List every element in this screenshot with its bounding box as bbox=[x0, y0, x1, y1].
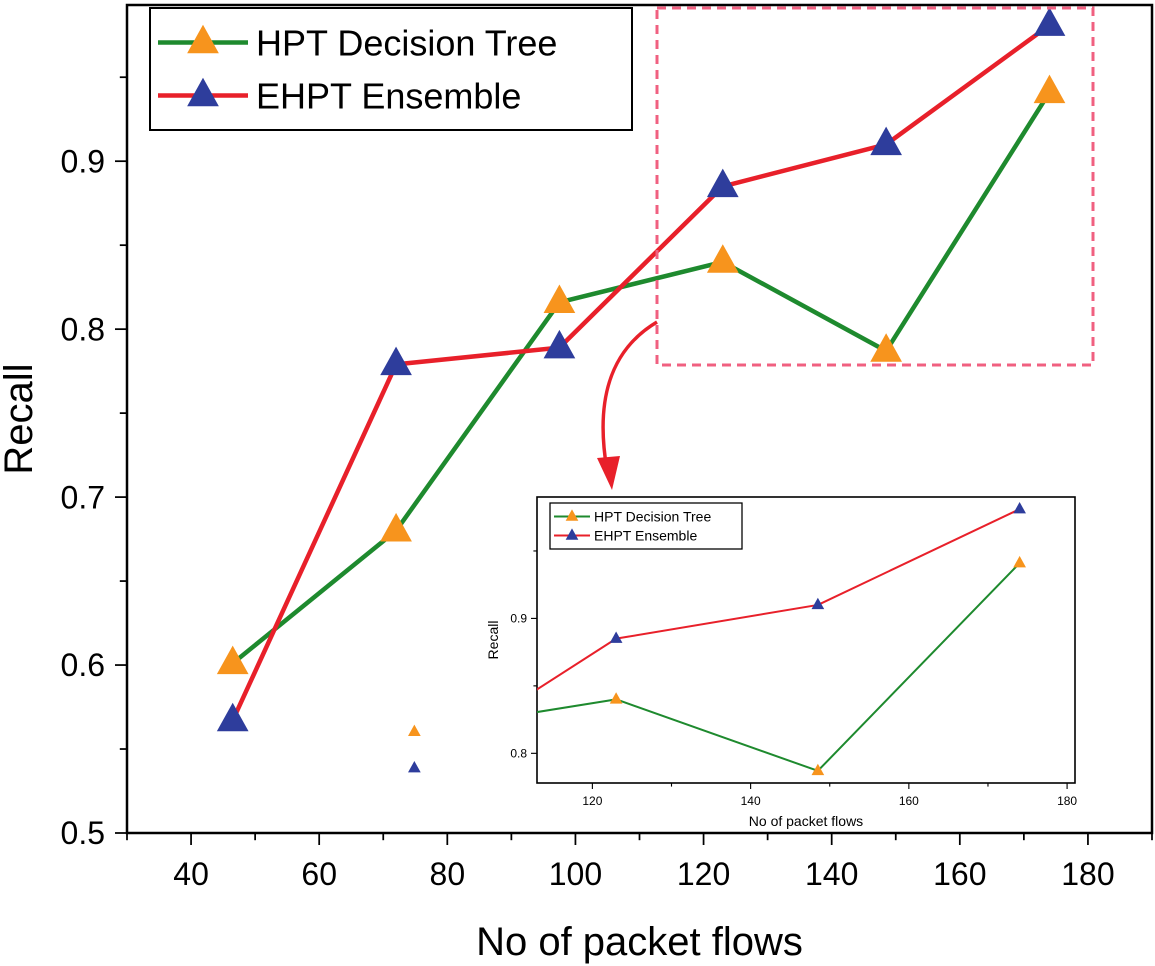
y-tick-label: 0.9 bbox=[61, 143, 105, 179]
plot-frame bbox=[536, 496, 1076, 784]
series-line-1 bbox=[537, 508, 1021, 691]
legend-box bbox=[549, 502, 743, 550]
data-point-0-4 bbox=[870, 333, 902, 362]
x-tick-label: 160 bbox=[933, 856, 986, 892]
x-tick-label: 60 bbox=[301, 856, 337, 892]
y-tick-label: 0.6 bbox=[61, 647, 105, 683]
x-tick-label: 140 bbox=[805, 856, 858, 892]
zoom-region-box bbox=[655, 6, 1095, 367]
series-group bbox=[537, 508, 1021, 772]
legend-marker bbox=[565, 509, 579, 521]
legend-marker bbox=[565, 528, 579, 540]
legend-box bbox=[149, 7, 633, 131]
legend: HPT Decision Tree EHPT Ensemble bbox=[149, 7, 633, 131]
y-tick-label: 0.9 bbox=[510, 612, 527, 626]
data-point-1-0 bbox=[408, 760, 421, 773]
y-tick-label: 0.8 bbox=[510, 747, 527, 761]
data-point-1-1 bbox=[380, 346, 412, 376]
y-tick-label: 0.7 bbox=[61, 479, 105, 515]
legend-label: HPT Decision Tree bbox=[594, 509, 711, 525]
x-tick-label: 120 bbox=[677, 856, 730, 892]
x-tick-label: 40 bbox=[173, 856, 209, 892]
data-point-1-2 bbox=[543, 329, 576, 359]
x-tick-label: 180 bbox=[1061, 856, 1114, 892]
legend-label: HPT Decision Tree bbox=[256, 22, 557, 63]
main-chart: 40 60 80 100 120 140 160 180 0.5 0.6 0.7 0.8 0.9 No o… bbox=[0, 3, 1154, 964]
data-point-0-0 bbox=[216, 645, 249, 675]
data-point-0-3 bbox=[1013, 555, 1026, 568]
x-tick-label: 140 bbox=[741, 794, 761, 808]
series-line-1 bbox=[230, 23, 1051, 722]
data-point-0-1 bbox=[380, 512, 412, 542]
y-axis-title: Recall bbox=[0, 363, 41, 474]
data-point-1-2 bbox=[811, 597, 825, 610]
series-line-0 bbox=[537, 562, 1021, 772]
zoom-arrowhead bbox=[597, 456, 620, 490]
data-point-1-4 bbox=[870, 126, 902, 156]
legend-marker bbox=[187, 77, 219, 107]
x-tick-label: 120 bbox=[582, 794, 602, 808]
legend-label: EHPT Ensemble bbox=[256, 75, 521, 116]
legend: HPT Decision Tree EHPT Ensemble bbox=[549, 502, 743, 550]
y-tick-label: 0.5 bbox=[61, 815, 105, 851]
data-point-0-1 bbox=[609, 692, 623, 704]
x-tick-label: 180 bbox=[1057, 794, 1077, 808]
legend-label: EHPT Ensemble bbox=[594, 528, 697, 544]
y-tick-label: 0.8 bbox=[61, 311, 105, 347]
data-point-1-3 bbox=[1013, 501, 1026, 514]
x-axis-title: No of packet flows bbox=[749, 813, 863, 829]
y-axis-title: Recall bbox=[485, 621, 501, 660]
x-tick-label: 80 bbox=[430, 856, 466, 892]
x-tick-label: 160 bbox=[899, 794, 919, 808]
inset-chart: 120 140 160 180 0.8 0.9 No of packet flows Reca… bbox=[408, 496, 1077, 829]
data-point-1-0 bbox=[216, 702, 249, 732]
data-point-1-1 bbox=[609, 631, 623, 643]
legend-marker bbox=[187, 24, 219, 54]
data-point-0-2 bbox=[811, 763, 825, 776]
series-line-0 bbox=[231, 91, 1052, 666]
zoom-arrow bbox=[601, 320, 658, 471]
data-point-0-0 bbox=[408, 724, 421, 736]
series-group bbox=[230, 23, 1052, 722]
data-point-0-3 bbox=[706, 244, 739, 273]
x-tick-label: 100 bbox=[549, 856, 602, 892]
data-point-0-5 bbox=[1033, 74, 1066, 104]
x-axis-title: No of packet flows bbox=[476, 920, 803, 964]
data-point-1-3 bbox=[706, 168, 739, 198]
data-point-0-2 bbox=[543, 284, 576, 314]
data-point-1-5 bbox=[1033, 7, 1066, 36]
